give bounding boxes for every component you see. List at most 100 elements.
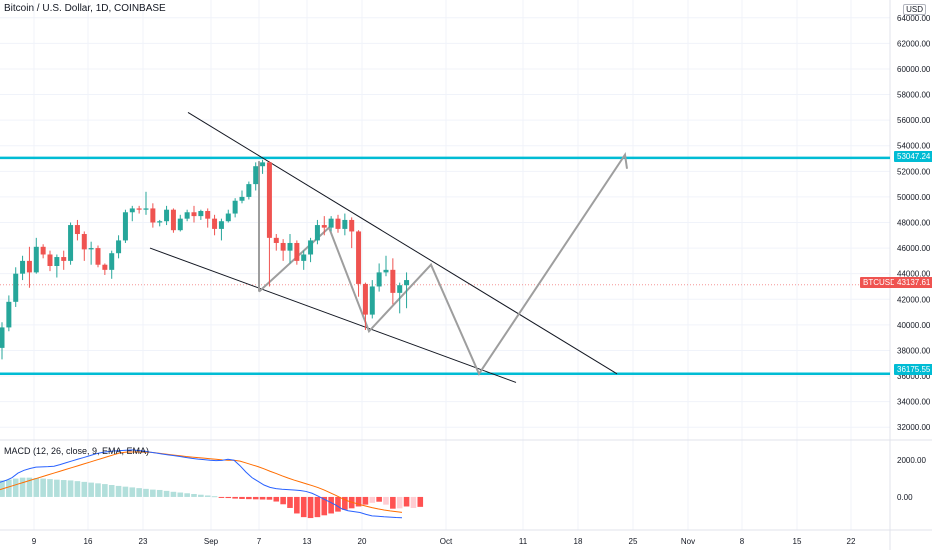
macd-tick-label: 2000.00 xyxy=(897,456,926,465)
macd-histogram-bar xyxy=(60,480,67,497)
candle-body xyxy=(95,248,101,265)
candle-body xyxy=(109,253,115,270)
candle-body xyxy=(33,246,39,273)
time-tick-label: 15 xyxy=(793,537,802,546)
macd-histogram-bar xyxy=(225,496,232,499)
macd-histogram-bar xyxy=(273,496,280,502)
price-tick-label: 56000.00 xyxy=(897,116,931,125)
macd-histogram-bar xyxy=(390,496,396,509)
macd-histogram-bar xyxy=(150,489,156,497)
candle-body xyxy=(321,225,327,228)
candle-body xyxy=(129,208,135,213)
macd-histogram-bar xyxy=(252,496,259,500)
candle-body xyxy=(376,272,382,287)
macd-pane xyxy=(0,449,424,519)
time-tick-label: 20 xyxy=(358,537,367,546)
macd-histogram-bar xyxy=(163,490,170,497)
macd-histogram-bar xyxy=(266,496,273,500)
macd-histogram-bar xyxy=(246,496,252,500)
macd-histogram-bar xyxy=(6,479,12,497)
macd-histogram-bar xyxy=(156,489,163,497)
candle-body xyxy=(205,210,211,219)
candles xyxy=(0,159,410,360)
candle-body xyxy=(390,269,396,293)
macd-histogram-bar xyxy=(198,494,204,497)
macd-histogram-bar xyxy=(40,478,46,497)
macd-histogram-bar xyxy=(300,496,307,518)
macd-histogram-bar xyxy=(67,480,74,497)
currency-badge[interactable]: USD xyxy=(903,4,926,15)
macd-histogram-bar xyxy=(417,496,424,507)
macd-title: MACD (12, 26, close, 9, EMA, EMA) xyxy=(4,446,150,456)
macd-histogram-bar xyxy=(143,488,149,497)
candle-body xyxy=(20,260,26,274)
macd-histogram-bar xyxy=(342,496,348,510)
horizontal-levels xyxy=(0,156,890,376)
candle-body xyxy=(369,286,375,315)
macd-histogram-bar xyxy=(287,496,293,508)
macd-histogram-bar xyxy=(239,496,245,499)
macd-histogram-bar xyxy=(136,488,142,497)
candle-body xyxy=(26,260,32,273)
candle-body xyxy=(328,218,334,228)
time-tick-label: 11 xyxy=(519,537,528,546)
macd-histogram-bar xyxy=(122,486,129,497)
macd-histogram-bar xyxy=(280,496,286,505)
candle-body xyxy=(260,162,266,167)
price-tick-label: 50000.00 xyxy=(897,193,931,202)
time-tick-label: 9 xyxy=(32,537,37,546)
candle-body xyxy=(225,213,231,222)
candle-body xyxy=(239,196,245,201)
candle-body xyxy=(287,242,293,251)
macd-histogram-bar xyxy=(259,496,266,500)
candle-body xyxy=(294,242,300,261)
time-tick-label: 23 xyxy=(139,537,148,546)
candle-body xyxy=(6,301,12,328)
macd-histogram-bar xyxy=(383,496,389,505)
price-tick-label: 44000.00 xyxy=(897,270,931,279)
candle-body xyxy=(47,254,53,266)
candle-body xyxy=(88,248,94,250)
macd-histogram-bar xyxy=(369,496,376,503)
time-tick-label: Nov xyxy=(681,537,695,546)
time-tick-label: 16 xyxy=(84,537,93,546)
upper-trendline xyxy=(187,112,618,375)
candle-body xyxy=(397,285,403,293)
candle-body xyxy=(157,221,163,223)
candle-body xyxy=(356,231,362,284)
macd-histogram-bar xyxy=(88,482,94,497)
macd-histogram-bar xyxy=(362,496,369,505)
macd-histogram-bar xyxy=(129,487,136,497)
candle-body xyxy=(301,254,307,261)
price-tick-label: 42000.00 xyxy=(897,295,931,304)
candle-body xyxy=(102,264,108,270)
projected-path xyxy=(258,151,628,376)
candle-body xyxy=(362,283,368,315)
macd-histogram-bar xyxy=(204,495,211,497)
level-tag-lower: 36175.55 xyxy=(894,364,932,375)
axes: 32000.00 34000.00 36000.00 38000.00 40000.00… xyxy=(32,14,931,546)
price-tick-label: 54000.00 xyxy=(897,142,931,151)
level-tag-upper: 53047.24 xyxy=(894,151,932,162)
macd-histogram-bar xyxy=(396,496,403,509)
macd-histogram-bar xyxy=(184,493,190,497)
macd-histogram-bar xyxy=(47,479,53,497)
macd-histogram-bar xyxy=(403,496,410,507)
price-tick-label: 38000.00 xyxy=(897,346,931,355)
macd-histogram-bar xyxy=(314,496,321,518)
macd-histogram-bar xyxy=(81,481,88,497)
candle-body xyxy=(253,166,259,185)
candle-body xyxy=(0,327,5,348)
macd-histogram-bar xyxy=(108,485,115,497)
macd-histogram-bar xyxy=(218,496,225,498)
time-tick-label: 25 xyxy=(629,537,638,546)
candle-body xyxy=(273,237,279,243)
lower-trendline xyxy=(149,247,517,383)
price-tick-label: 52000.00 xyxy=(897,167,931,176)
candle-body xyxy=(404,280,410,286)
macd-histogram-bar xyxy=(321,496,328,516)
candle-body xyxy=(136,208,142,210)
candle-body xyxy=(170,209,176,231)
